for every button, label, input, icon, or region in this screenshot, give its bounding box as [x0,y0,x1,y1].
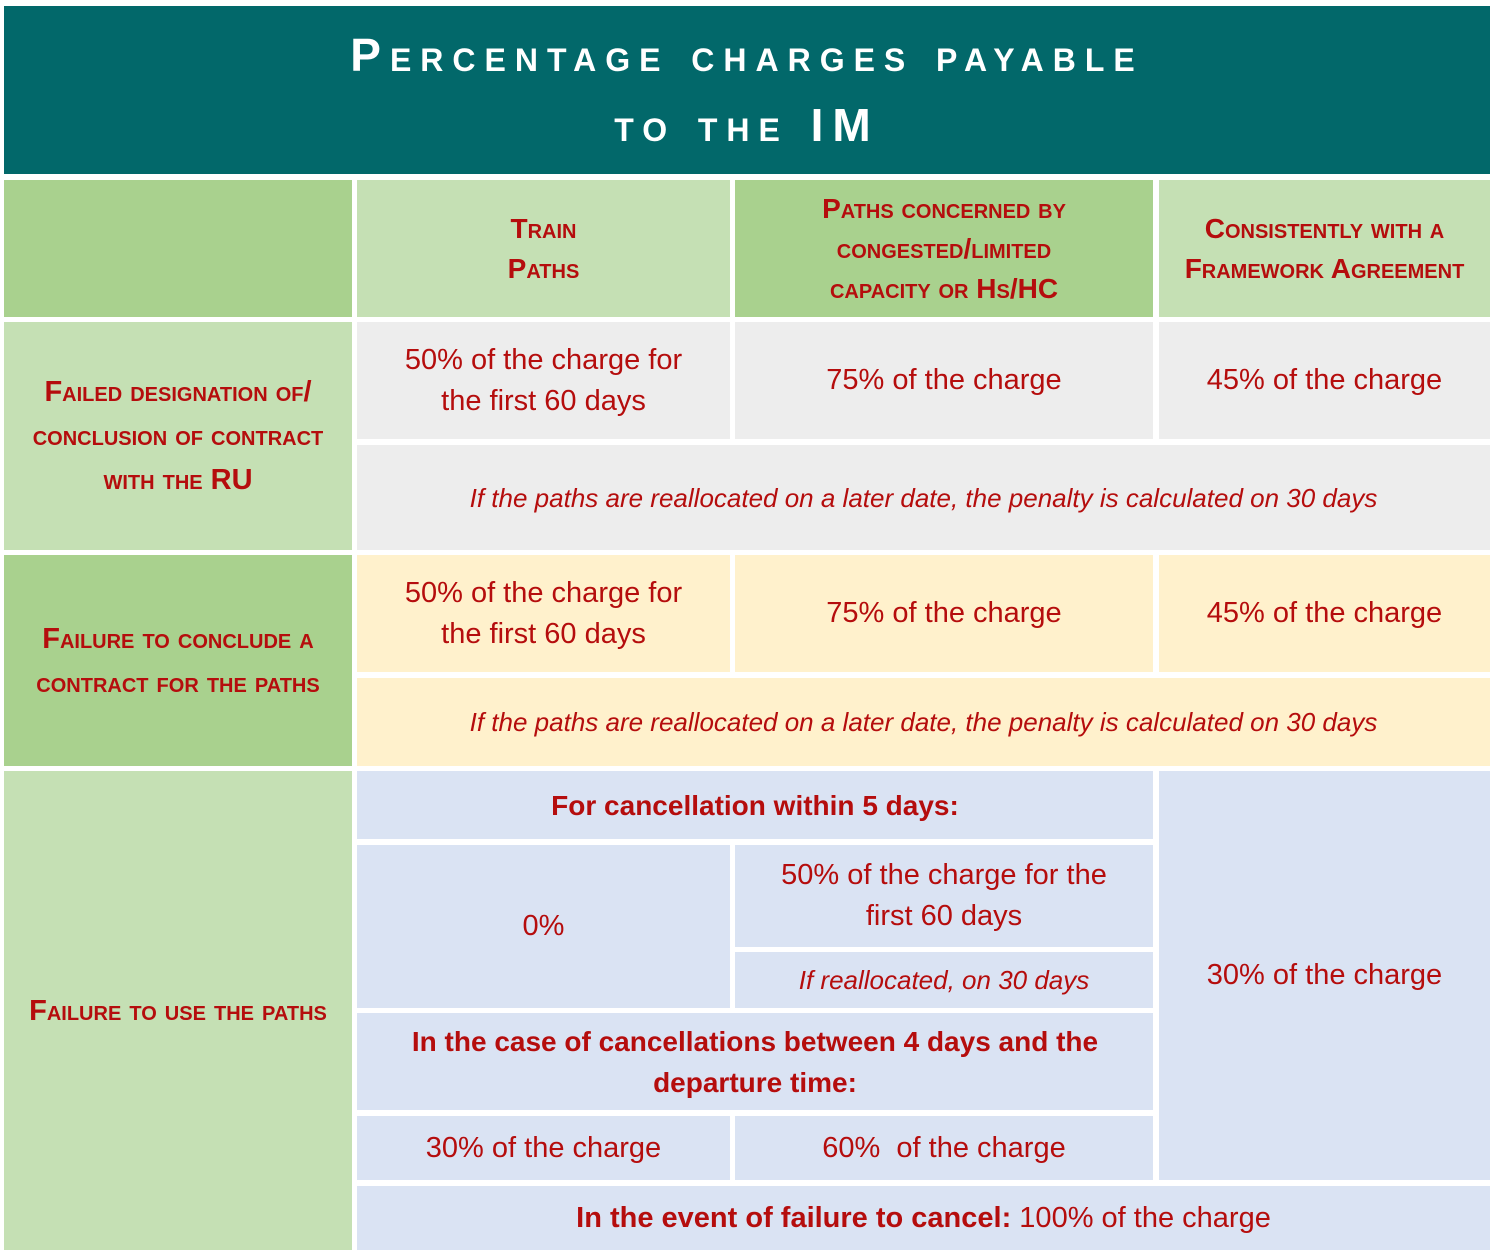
title-line-2: to the IM [614,99,880,151]
within-5-days-congested: 50% of the charge for the first 60 days [735,845,1153,947]
failure-to-cancel-label: In the event of failure to cancel: [576,1201,1012,1234]
row-label-failure-conclude: Failure to conclude a contract for the p… [4,555,352,766]
failed-designation-note: If the paths are reallocated on a later … [357,445,1490,550]
failure-use-framework: 30% of the charge [1159,771,1490,1180]
failed-designation-congested: 75% of the charge [735,322,1153,439]
failure-conclude-note: If the paths are reallocated on a later … [357,678,1490,766]
failed-designation-train-paths: 50% of the charge for the first 60 days [357,322,730,439]
between-4-days-train-paths: 30% of the charge [357,1116,730,1180]
failure-to-cancel-row: In the event of failure to cancel: 100% … [357,1186,1490,1250]
header-congested-paths: Paths concerned by congested/limited cap… [735,180,1153,317]
row-label-failed-designation: Failed designation of/ conclusion of con… [4,322,352,550]
header-corner [4,180,352,317]
table-title: Percentage charges payable to the IM [4,6,1490,174]
within-5-days-train-paths: 0% [357,845,730,1008]
failure-conclude-congested: 75% of the charge [735,555,1153,672]
failure-conclude-framework: 45% of the charge [1159,555,1490,672]
row-label-failure-use: Failure to use the paths [4,771,352,1250]
header-train-paths: Train Paths [357,180,730,317]
failure-to-cancel-value: 100% of the charge [1011,1201,1271,1234]
between-4-days-heading: In the case of cancellations between 4 d… [357,1013,1153,1110]
title-line-1: Percentage charges payable [350,29,1144,81]
between-4-days-congested: 60% of the charge [735,1116,1153,1180]
header-framework-agreement: Consistently with a Framework Agreement [1159,180,1490,317]
within-5-days-heading: For cancellation within 5 days: [357,771,1153,839]
failed-designation-framework: 45% of the charge [1159,322,1490,439]
failure-conclude-train-paths: 50% of the charge for the first 60 days [357,555,730,672]
within-5-days-congested-note: If reallocated, on 30 days [735,952,1153,1008]
